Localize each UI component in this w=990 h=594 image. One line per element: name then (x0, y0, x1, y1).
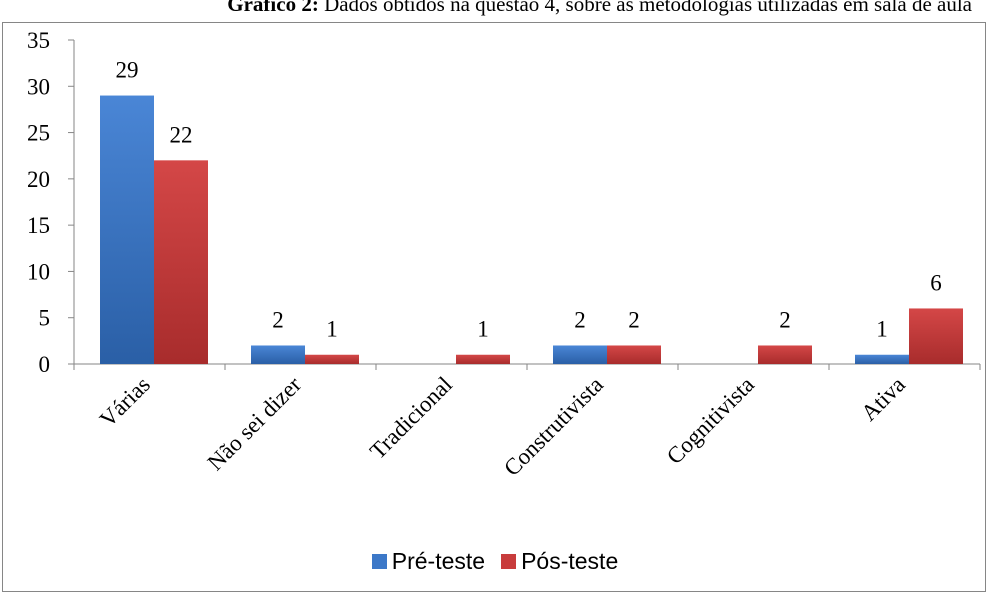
x-category-label: Várias (95, 372, 155, 432)
y-tick-label: 10 (27, 259, 50, 284)
y-tick-label: 35 (27, 28, 50, 53)
x-category-label: Não sei dizer (203, 372, 307, 476)
data-label: 1 (477, 317, 489, 342)
y-tick-label: 0 (39, 352, 51, 377)
data-label: 1 (876, 317, 888, 342)
y-tick-label: 5 (39, 306, 51, 331)
bar-pos-teste-5 (909, 308, 963, 364)
legend-item-pos-teste: Pós-teste (501, 548, 618, 575)
data-label: 2 (628, 307, 640, 332)
bar-pos-teste-2 (456, 354, 510, 364)
x-category-label: Cognitivista (662, 372, 759, 469)
legend-label-pos-teste: Pós-teste (521, 547, 619, 574)
bar-pos-teste-4 (758, 345, 812, 364)
axes: 0 5 10 15 20 25 30 35 (27, 28, 981, 377)
chart-frame (2, 22, 986, 592)
data-label: 2 (272, 307, 284, 332)
bar-pre-teste-3 (553, 345, 607, 364)
data-label: 6 (930, 270, 942, 295)
data-label: 29 (116, 58, 139, 83)
data-label: 2 (574, 307, 586, 332)
legend-item-pre-teste: Pré-teste (371, 547, 486, 575)
bar-pre-teste-0 (100, 95, 154, 365)
y-tick-label: 25 (27, 121, 50, 146)
x-category-label: Construtivista (499, 372, 608, 481)
x-category-label: Tradicional (365, 372, 457, 464)
data-label: 1 (326, 317, 338, 342)
legend-swatch-pos-teste (501, 553, 517, 569)
legend: Pré-teste Pós-teste (0, 546, 990, 576)
caption-label: Gráfico 2: (227, 0, 319, 16)
legend-label-pre-teste: Pré-teste (391, 547, 486, 574)
y-tick-label: 15 (27, 213, 50, 238)
legend-swatch-pre-teste (371, 553, 387, 569)
bar-pos-teste-1 (305, 354, 359, 364)
data-label: 2 (779, 307, 791, 332)
data-label: 22 (170, 122, 193, 147)
bar-pre-teste-5 (855, 354, 909, 364)
bar-pos-teste-0 (154, 160, 208, 364)
chart-caption: Gráfico 2: Dados obtidos na questão 4, s… (0, 0, 990, 17)
y-tick-label: 30 (27, 74, 50, 99)
bar-pos-teste-3 (607, 345, 661, 364)
caption-text: Dados obtidos na questão 4, sobre as met… (318, 0, 972, 16)
y-tick-label: 20 (27, 167, 50, 192)
bar-pre-teste-1 (251, 345, 305, 364)
bars (100, 95, 963, 365)
x-category-label: Ativa (856, 372, 910, 426)
